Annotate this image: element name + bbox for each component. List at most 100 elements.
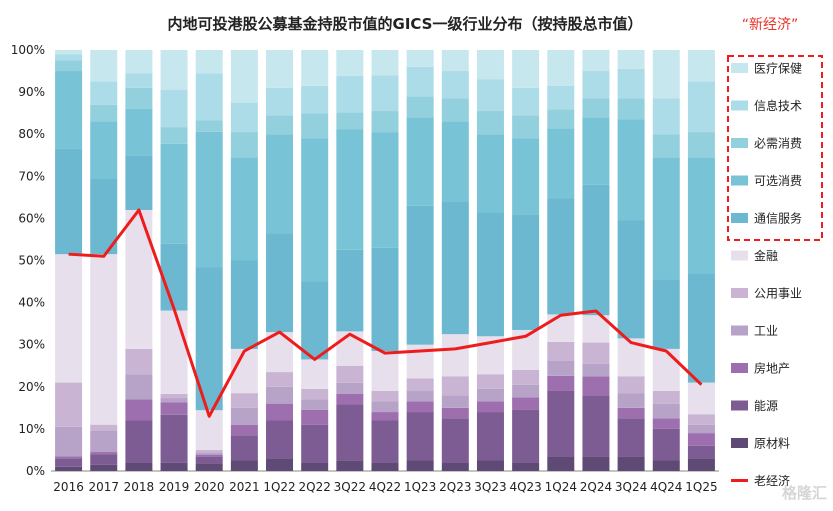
bar-segment bbox=[160, 50, 188, 90]
bar-segment bbox=[476, 134, 504, 213]
bar-segment bbox=[617, 376, 645, 394]
bar-segment bbox=[371, 247, 399, 352]
bar-segment bbox=[125, 50, 153, 74]
bar-segment bbox=[55, 71, 83, 149]
bar-segment bbox=[266, 87, 294, 116]
legend-label: 信息技术 bbox=[754, 98, 802, 113]
bar-segment bbox=[55, 382, 83, 427]
bar-segment bbox=[90, 121, 118, 179]
x-tick-label: 2Q23 bbox=[439, 480, 471, 494]
bar-segment bbox=[441, 418, 469, 463]
x-tick-label: 2018 bbox=[124, 480, 155, 494]
bar-segment bbox=[90, 50, 118, 82]
old-economy-line-layer bbox=[68, 208, 703, 418]
bar-segment bbox=[371, 50, 399, 76]
bar-segment bbox=[195, 131, 223, 268]
bar-segment bbox=[652, 157, 680, 280]
bar-segment bbox=[652, 134, 680, 158]
bar-segment bbox=[266, 420, 294, 459]
bar-segment bbox=[55, 466, 83, 471]
bar-segment bbox=[512, 369, 540, 385]
bar-segment bbox=[617, 119, 645, 221]
bar-segment bbox=[371, 420, 399, 463]
legend-label: 公用事业 bbox=[754, 287, 802, 301]
legend-label: 医疗保健 bbox=[754, 62, 802, 76]
bar-segment bbox=[441, 50, 469, 72]
bar-segment bbox=[617, 456, 645, 471]
bar-segment bbox=[195, 452, 223, 455]
bar-segment bbox=[195, 454, 223, 457]
bar-segment bbox=[617, 393, 645, 408]
bar-segment bbox=[617, 98, 645, 120]
bar-segment bbox=[55, 60, 83, 72]
bar-segment bbox=[125, 73, 153, 88]
bar-segment bbox=[512, 384, 540, 398]
bar-segment bbox=[617, 418, 645, 457]
bar-segment bbox=[476, 111, 504, 135]
legend-label: 必需消费 bbox=[754, 137, 802, 151]
bar-segment bbox=[336, 460, 364, 471]
x-tick-label: 2Q22 bbox=[299, 480, 331, 494]
bar-segment bbox=[90, 104, 118, 122]
y-tick-label: 0% bbox=[26, 464, 45, 478]
x-tick-label: 3Q23 bbox=[474, 480, 506, 494]
bar-segment bbox=[406, 378, 434, 392]
bar-segment bbox=[476, 460, 504, 471]
bar-segment bbox=[547, 456, 575, 471]
bar-segment bbox=[547, 50, 575, 86]
bar-segment bbox=[476, 401, 504, 413]
bar-segment bbox=[230, 157, 258, 261]
bar-segment bbox=[652, 403, 680, 419]
bar-segment bbox=[582, 71, 610, 99]
legend-label: 能源 bbox=[754, 399, 778, 413]
legend-swatch bbox=[731, 175, 748, 186]
bar-segment bbox=[476, 79, 504, 112]
bar-segment bbox=[441, 334, 469, 377]
bar-segment bbox=[582, 363, 610, 377]
bar-segment bbox=[195, 120, 223, 132]
bar-segment bbox=[441, 201, 469, 335]
bar-segment bbox=[406, 117, 434, 206]
bar-segment bbox=[55, 456, 83, 459]
bar-segment bbox=[336, 382, 364, 394]
bar-segment bbox=[406, 391, 434, 402]
bar-segment bbox=[371, 111, 399, 133]
bar-segment bbox=[90, 254, 118, 425]
bar-segment bbox=[687, 132, 715, 158]
bar-segment bbox=[336, 129, 364, 250]
legend-swatch bbox=[731, 100, 748, 111]
bar-segment bbox=[301, 409, 329, 425]
bar-segment bbox=[617, 220, 645, 339]
bar-segment bbox=[512, 87, 540, 116]
x-tick-label: 2020 bbox=[194, 480, 225, 494]
bar-segment bbox=[547, 375, 575, 391]
bar-segment bbox=[230, 435, 258, 461]
bar-segment bbox=[652, 418, 680, 429]
bar-segment bbox=[336, 112, 364, 130]
bar-segment bbox=[230, 393, 258, 408]
bar-segment bbox=[160, 127, 188, 144]
new-economy-tag: “新经济” bbox=[742, 17, 799, 33]
bar-segment bbox=[301, 424, 329, 463]
bar-segment bbox=[652, 428, 680, 461]
bar-segment bbox=[160, 243, 188, 311]
legend-label: 原材料 bbox=[754, 437, 790, 451]
bar-segment bbox=[406, 412, 434, 461]
bar-segment bbox=[266, 233, 294, 333]
legend-swatch bbox=[731, 438, 748, 448]
legend-swatch bbox=[731, 400, 748, 411]
bar-segment bbox=[266, 403, 294, 421]
legend-swatch bbox=[731, 288, 748, 298]
bar-segment bbox=[512, 138, 540, 215]
bar-segment bbox=[687, 273, 715, 383]
x-tick-label: 1Q23 bbox=[404, 480, 436, 494]
bar-segment bbox=[512, 50, 540, 88]
bar-segment bbox=[441, 462, 469, 471]
bar-segment bbox=[582, 184, 610, 316]
bar-segment bbox=[441, 407, 469, 419]
bar-segment bbox=[266, 134, 294, 234]
y-axis: 0% 10% 20% 30% 40% 50% 60% 70% 80% 90% 100% bbox=[11, 43, 719, 478]
bar-segment bbox=[582, 117, 610, 185]
y-tick-label: 70% bbox=[18, 169, 45, 183]
